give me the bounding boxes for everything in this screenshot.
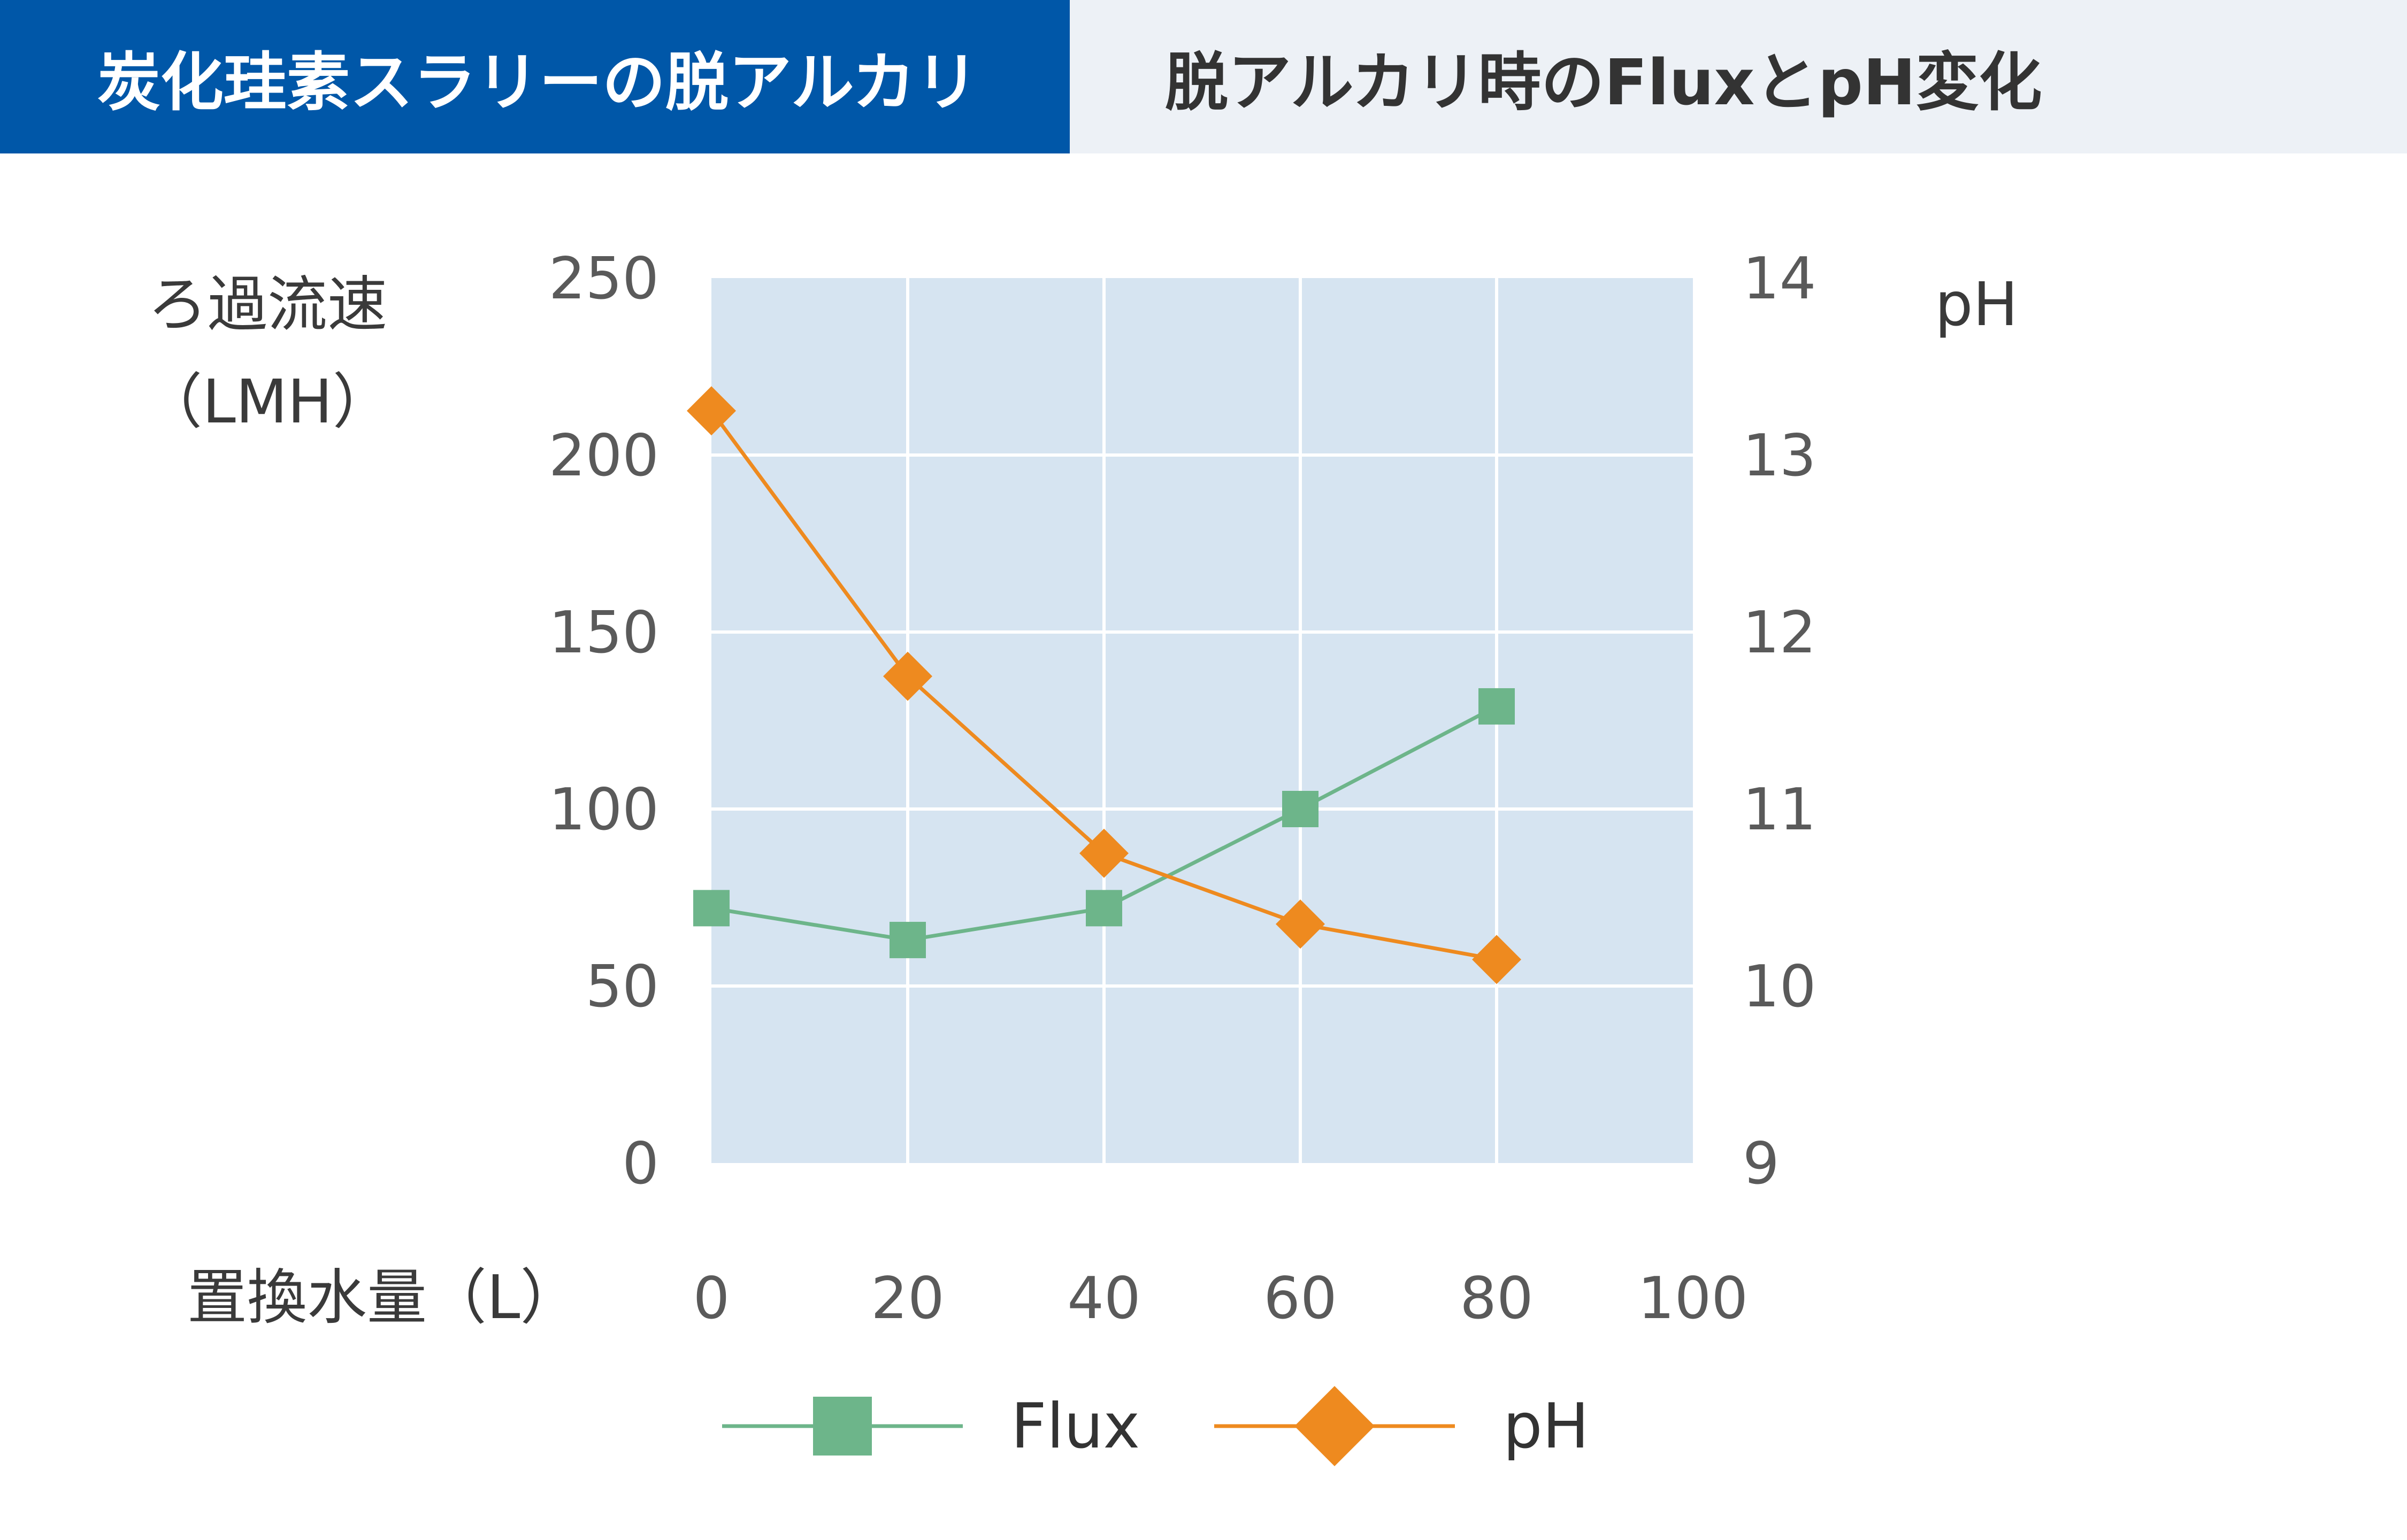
flux-point[interactable] xyxy=(1086,890,1122,927)
y-right-tick-label: 10 xyxy=(1743,953,1816,1020)
ph-point[interactable] xyxy=(687,386,736,436)
x-tick-label: 60 xyxy=(1263,1265,1337,1332)
y-right-tick-label: 12 xyxy=(1743,599,1816,666)
tab-silicon-carbide-slurry[interactable]: 炭化珪素スラリーの脱アルカリ xyxy=(0,0,1070,153)
tab-flux-ph-change[interactable]: 脱アルカリ時のFluxとpH変化 xyxy=(1070,0,2407,153)
tab-bar: 炭化珪素スラリーの脱アルカリ 脱アルカリ時のFluxとpH変化 xyxy=(0,0,2407,153)
y-left-tick-label: 0 xyxy=(622,1130,659,1197)
x-tick-label: 0 xyxy=(693,1265,730,1332)
x-tick-label: 40 xyxy=(1067,1265,1140,1332)
ph-point[interactable] xyxy=(1472,935,1521,984)
flux-point[interactable] xyxy=(693,890,730,927)
ph-point[interactable] xyxy=(883,651,932,701)
y-left-tick-label: 150 xyxy=(549,599,659,666)
y-right-tick-label: 11 xyxy=(1743,776,1816,843)
y-left-axis-unit: （LMH） xyxy=(142,367,392,437)
ph-point[interactable] xyxy=(1079,828,1129,878)
legend-flux-square-icon xyxy=(813,1397,872,1456)
flux-point[interactable] xyxy=(1282,791,1319,827)
y-left-tick-label: 50 xyxy=(586,953,659,1020)
legend-ph-diamond-icon xyxy=(1294,1386,1375,1466)
x-tick-label: 20 xyxy=(871,1265,944,1332)
y-left-tick-label: 200 xyxy=(549,422,659,489)
y-right-tick-label: 13 xyxy=(1743,422,1816,489)
y-right-tick-label: 14 xyxy=(1743,245,1816,312)
flux-point[interactable] xyxy=(890,921,926,958)
ph-point[interactable] xyxy=(1276,899,1325,949)
y-right-tick-label: 9 xyxy=(1743,1130,1780,1197)
line-chart: 0 50 100 150 200 250 9 10 11 12 13 14 0 20 40 60 80 100 ろ過… xyxy=(142,245,2018,1466)
x-tick-label: 100 xyxy=(1638,1265,1748,1332)
x-tick-label: 80 xyxy=(1460,1265,1533,1332)
y-right-axis-title: pH xyxy=(1935,270,2018,340)
plot-area xyxy=(711,278,1693,1163)
flux-point[interactable] xyxy=(1478,688,1515,725)
legend-flux-label: Flux xyxy=(1011,1390,1140,1462)
y-left-tick-label: 250 xyxy=(549,245,659,312)
y-left-tick-label: 100 xyxy=(549,776,659,843)
x-axis-title: 置換水量（L） xyxy=(187,1263,580,1333)
legend-ph-label: pH xyxy=(1503,1390,1589,1462)
y-left-axis-title: ろ過流速 xyxy=(148,270,387,340)
